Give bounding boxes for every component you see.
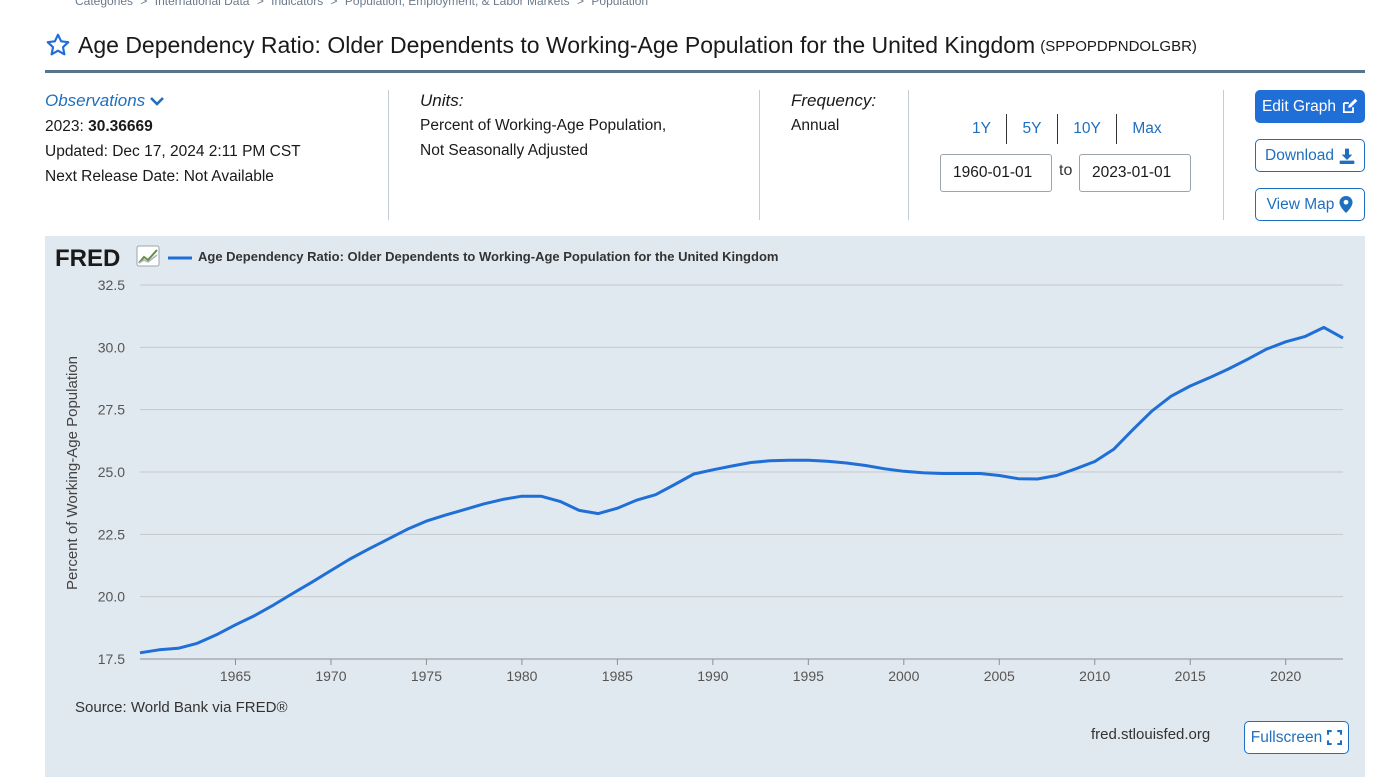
breadcrumb-separator: >	[140, 0, 148, 8]
observations-label: Observations	[45, 91, 146, 110]
latest-observation-value: 30.36669	[88, 118, 153, 135]
download-label: Download	[1265, 146, 1334, 164]
date-range-presets: 1Y 5Y 10Y Max	[957, 114, 1177, 144]
y-tick-label: 22.5	[98, 526, 125, 542]
x-tick-label: 1980	[506, 668, 537, 684]
breadcrumb-link-categories[interactable]: Categories	[75, 0, 134, 8]
edit-graph-label: Edit Graph	[1261, 97, 1337, 115]
breadcrumb: Categories > International Data > Indica…	[75, 0, 652, 8]
breadcrumb-link-population[interactable]: Population	[591, 0, 649, 8]
units-block: Units: Percent of Working-Age Population…	[420, 88, 750, 163]
divider	[759, 90, 760, 220]
breadcrumb-separator: >	[577, 0, 585, 8]
source-note: Source: World Bank via FRED®	[75, 699, 288, 716]
divider	[908, 90, 909, 220]
y-tick-label: 27.5	[98, 402, 125, 418]
breadcrumb-link-population-employment[interactable]: Population, Employment, & Labor Markets	[344, 0, 570, 8]
line-chart: FRED Age Dependency Ratio: Older Depende…	[55, 245, 1344, 684]
y-tick-label: 17.5	[98, 651, 125, 667]
fullscreen-icon	[1327, 730, 1343, 745]
x-tick-label: 1995	[793, 668, 824, 684]
range-5y-button[interactable]: 5Y	[1007, 114, 1058, 144]
y-tick-label: 25.0	[98, 464, 125, 480]
frequency-label: Frequency:	[791, 91, 877, 110]
legend-label: Age Dependency Ratio: Older Dependents t…	[198, 249, 778, 264]
view-map-button[interactable]: View Map	[1255, 188, 1365, 221]
chevron-down-icon	[150, 96, 165, 106]
page-title: Age Dependency Ratio: Older Dependents t…	[78, 32, 1036, 58]
series-metadata: Observations 2023: 30.36669 Updated: Dec…	[45, 88, 1365, 223]
series-id: (SPPOPDPNDOLGBR)	[1040, 38, 1197, 55]
updated-label: Updated:	[45, 143, 108, 160]
favorite-star-icon[interactable]	[45, 32, 71, 58]
breadcrumb-link-indicators[interactable]: Indicators	[271, 0, 324, 8]
x-tick-label: 2020	[1270, 668, 1301, 684]
next-release-line: Next Release Date: Not Available	[45, 164, 385, 189]
updated-line: Updated: Dec 17, 2024 2:11 PM CST	[45, 139, 385, 164]
fred-site-link[interactable]: fred.stlouisfed.org	[1091, 726, 1211, 743]
latest-observation-date: 2023:	[45, 118, 84, 135]
units-label: Units:	[420, 91, 464, 110]
x-tick-label: 1975	[411, 668, 442, 684]
fullscreen-label: Fullscreen	[1250, 728, 1323, 746]
fred-logo: FRED	[55, 245, 120, 272]
observations-toggle[interactable]: Observations	[45, 88, 165, 113]
breadcrumb-separator: >	[256, 0, 264, 8]
date-range-to-label: to	[1059, 162, 1073, 179]
next-release-label: Next Release Date:	[45, 168, 180, 185]
series-line	[139, 325, 1344, 655]
divider	[1223, 90, 1224, 220]
download-icon	[1339, 148, 1355, 164]
graph-panel: FRED Age Dependency Ratio: Older Depende…	[45, 236, 1365, 777]
series-title-row: Age Dependency Ratio: Older Dependents t…	[45, 30, 1365, 73]
breadcrumb-link-international-data[interactable]: International Data	[154, 0, 250, 8]
units-line-2: Not Seasonally Adjusted	[420, 142, 589, 159]
edit-graph-button[interactable]: Edit Graph	[1255, 90, 1365, 123]
edit-icon	[1342, 98, 1358, 114]
next-release-value: Not Available	[183, 168, 274, 185]
map-marker-icon	[1339, 196, 1353, 213]
observations-block: Observations 2023: 30.36669 Updated: Dec…	[45, 88, 385, 189]
units-line-1: Percent of Working-Age Population,	[420, 117, 667, 134]
y-tick-label: 32.5	[98, 277, 125, 293]
y-axis-label: Percent of Working-Age Population	[64, 356, 81, 590]
x-tick-label: 2010	[1079, 668, 1110, 684]
updated-value: Dec 17, 2024 2:11 PM CST	[112, 143, 301, 160]
x-tick-label: 2000	[888, 668, 919, 684]
start-date-input[interactable]	[940, 154, 1052, 192]
latest-observation: 2023: 30.36669	[45, 114, 385, 139]
x-tick-label: 1985	[602, 668, 633, 684]
fullscreen-button[interactable]: Fullscreen	[1244, 721, 1349, 754]
range-10y-button[interactable]: 10Y	[1058, 114, 1117, 144]
x-tick-label: 2005	[984, 668, 1015, 684]
x-tick-label: 1990	[697, 668, 728, 684]
y-tick-label: 30.0	[98, 339, 125, 355]
breadcrumb-separator: >	[330, 0, 338, 8]
divider	[388, 90, 389, 220]
end-date-input[interactable]	[1079, 154, 1191, 192]
x-tick-label: 2015	[1175, 668, 1206, 684]
range-max-button[interactable]: Max	[1132, 120, 1162, 137]
x-tick-label: 1965	[220, 668, 251, 684]
view-map-label: View Map	[1266, 195, 1335, 213]
range-1y-button[interactable]: 1Y	[957, 114, 1007, 144]
x-tick-label: 1970	[315, 668, 346, 684]
download-button[interactable]: Download	[1255, 139, 1365, 172]
y-tick-label: 20.0	[98, 589, 125, 605]
fred-logo-icon	[136, 245, 160, 267]
frequency-block: Frequency: Annual	[791, 88, 901, 138]
frequency-value: Annual	[791, 117, 840, 134]
